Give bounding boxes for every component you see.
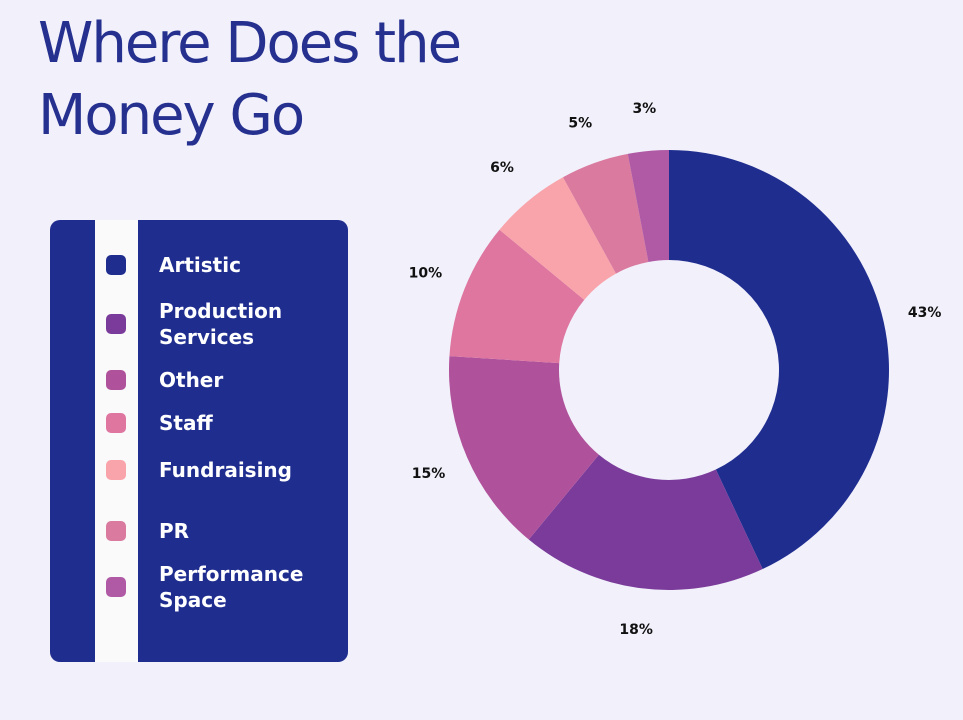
- legend-label: Production Services: [159, 299, 283, 349]
- legend-label: Performance Space: [159, 562, 304, 612]
- legend-label: Fundraising: [159, 458, 292, 482]
- slice: [563, 153, 649, 274]
- legend-item: Fundraising: [106, 457, 346, 483]
- slice: [528, 454, 763, 591]
- legend-swatch: [106, 413, 126, 433]
- legend-swatch: [106, 370, 126, 390]
- legend-item: PR: [106, 518, 346, 544]
- slice: [449, 229, 585, 364]
- legend-item: Staff: [106, 410, 346, 436]
- legend-label: Other: [159, 368, 224, 392]
- slice: [448, 356, 599, 540]
- data-label: 15%: [412, 466, 446, 482]
- data-label: 6%: [490, 160, 514, 176]
- legend-label: PR: [159, 519, 190, 543]
- data-label: 3%: [632, 101, 656, 117]
- slice: [499, 177, 617, 300]
- legend-label: Artistic: [159, 253, 241, 277]
- legend-swatch: [106, 577, 126, 597]
- title: Where Does the Money Go: [38, 11, 462, 148]
- legend-item: Artistic: [106, 252, 346, 278]
- legend-swatch: [106, 314, 126, 334]
- slice: [627, 150, 669, 262]
- legend-item: Production Services: [106, 298, 346, 350]
- data-label: 43%: [908, 305, 942, 321]
- data-label: 10%: [409, 266, 443, 282]
- legend-swatch: [106, 460, 126, 480]
- legend: Artistic Production Services Other Staff Fun…: [50, 220, 348, 662]
- slice: [669, 150, 889, 570]
- legend-item: Performance Space: [106, 561, 346, 613]
- data-label: 18%: [619, 622, 653, 638]
- data-label: 5%: [568, 115, 592, 131]
- legend-item: Other: [106, 367, 346, 393]
- legend-label: Staff: [159, 411, 213, 435]
- legend-swatch: [106, 521, 126, 541]
- legend-swatch: [106, 255, 126, 275]
